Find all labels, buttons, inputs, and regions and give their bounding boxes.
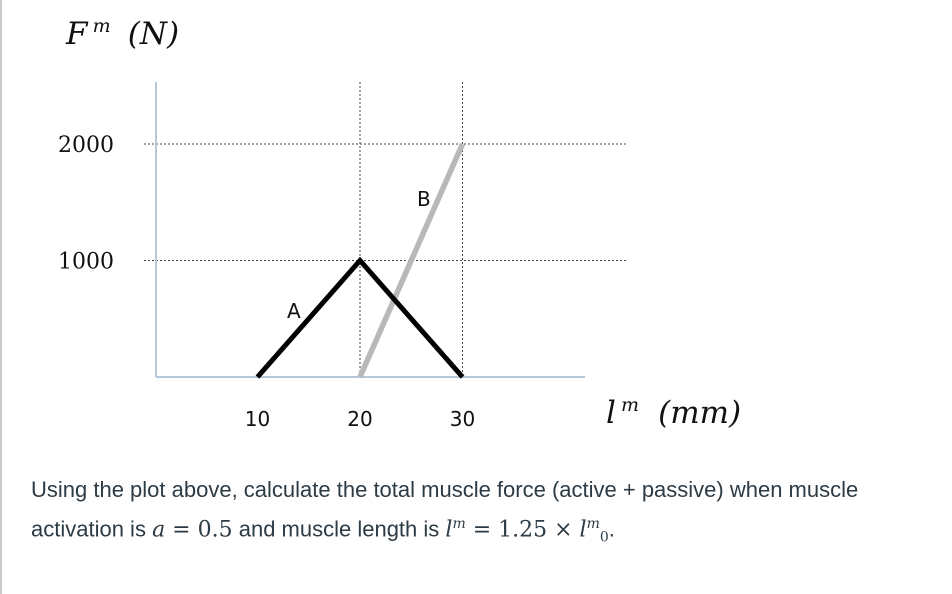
optimal-length-superscript: m (586, 516, 600, 532)
question-mid-text: and muscle length is (232, 516, 446, 542)
y-axis-label: F m (N) (65, 15, 179, 52)
question-prefix: activation is (31, 516, 153, 542)
x-axis-label: l m (mm) (606, 394, 741, 431)
y-tick-label-2000: 2000 (58, 133, 114, 158)
series-line-b (357, 142, 466, 379)
muscle-force-length-chart: 1000 2000 10 20 30 F m (N) l m (mm) A B (58, 15, 741, 431)
muscle-length-symbol: l (445, 517, 453, 543)
activation-equals: = (165, 517, 198, 543)
x-tick-label-10: 10 (245, 407, 270, 431)
muscle-length-superscript: m (452, 516, 466, 532)
grid-lines (144, 82, 626, 377)
left-border (0, 0, 2, 594)
series-label-a: A (287, 299, 301, 323)
optimal-length-symbol: l (579, 517, 587, 543)
optimal-length-scripts: m0 (587, 507, 609, 556)
question-line-2: activation is a = 0.5 and muscle length … (31, 507, 931, 556)
question-end-period: . (608, 516, 615, 542)
optimal-length-subscript: 0 (599, 529, 609, 546)
tick-labels: 1000 2000 10 20 30 (58, 133, 475, 431)
series-layer (255, 142, 466, 379)
question-text: Using the plot above, calculate the tota… (31, 472, 931, 556)
axes (155, 82, 585, 378)
question-line-1: Using the plot above, calculate the tota… (31, 477, 859, 502)
activation-value: 0.5 (197, 517, 233, 543)
x-tick-label-20: 20 (347, 407, 372, 431)
activation-symbol: a (152, 517, 166, 543)
y-tick-label-1000: 1000 (58, 250, 114, 275)
x-tick-label-30: 30 (450, 407, 475, 431)
muscle-length-expression: = 1.25 × (465, 517, 580, 543)
series-label-b: B (417, 187, 431, 211)
series-line-a (255, 256, 465, 379)
